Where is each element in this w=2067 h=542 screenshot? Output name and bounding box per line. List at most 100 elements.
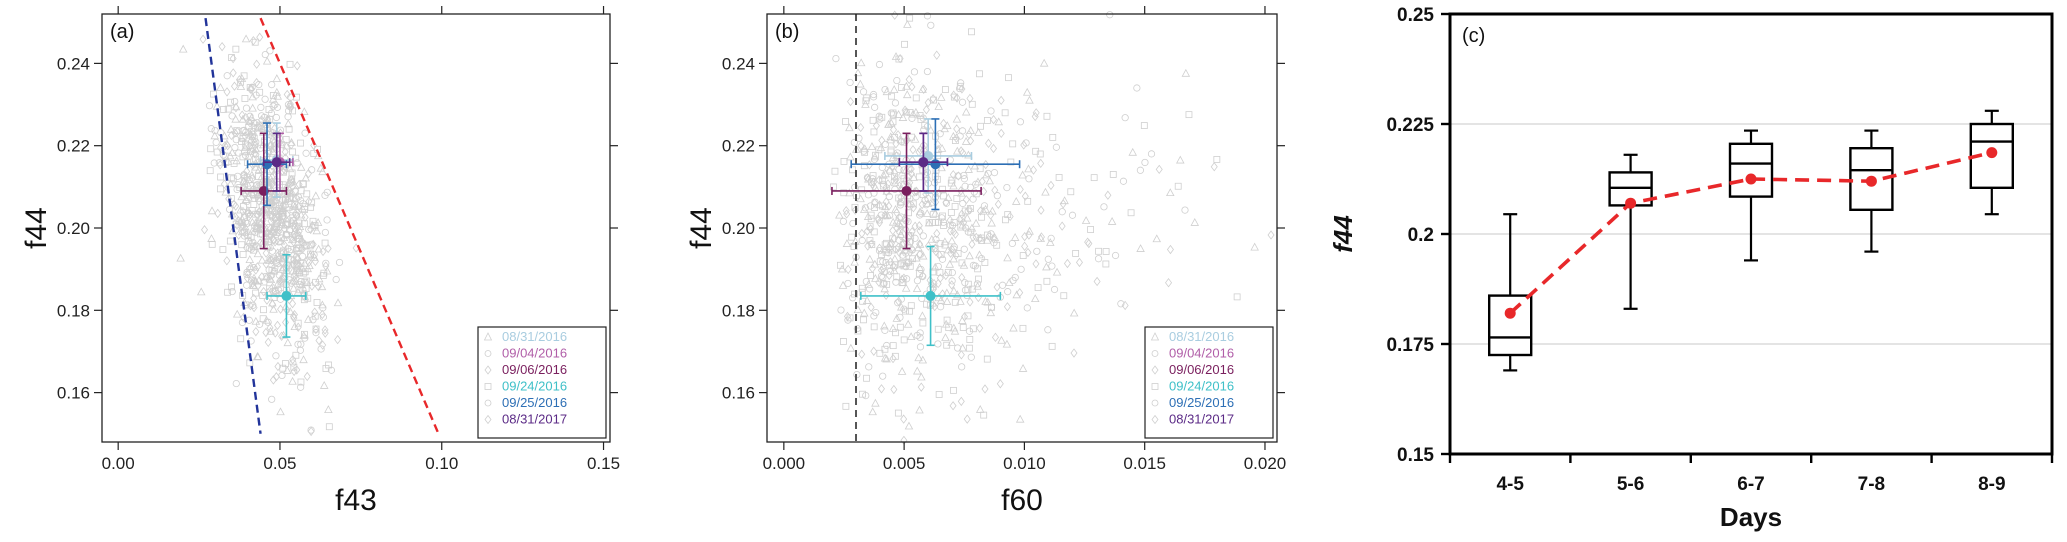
background-point (903, 275, 911, 283)
background-point (870, 189, 878, 197)
background-point (997, 335, 1006, 344)
background-point (305, 196, 313, 207)
legend-marker (1151, 383, 1159, 390)
background-point (860, 147, 868, 155)
background-point (859, 308, 869, 317)
background-point (316, 163, 326, 172)
background-point (881, 169, 890, 178)
background-point (324, 405, 333, 413)
background-point (924, 241, 932, 251)
background-point (875, 247, 884, 255)
background-point (255, 196, 263, 206)
background-point (234, 172, 242, 180)
background-point (892, 329, 899, 337)
background-point (858, 236, 866, 245)
background-point (262, 195, 270, 203)
background-point (323, 216, 331, 224)
background-point (237, 78, 244, 86)
background-point (244, 151, 254, 160)
background-point (946, 215, 954, 225)
background-point (288, 176, 298, 185)
background-point (883, 341, 891, 350)
background-point (266, 285, 273, 293)
background-point (278, 218, 287, 227)
background-point (295, 286, 303, 294)
background-point (888, 153, 898, 162)
background-point (887, 148, 895, 156)
background-point (903, 258, 911, 268)
x-tick-label: 4-5 (1496, 474, 1524, 495)
background-point (219, 246, 227, 253)
background-point (842, 118, 849, 125)
background-point (1031, 111, 1039, 122)
background-point (880, 284, 889, 293)
x-axis-label: f43 (335, 484, 377, 517)
background-point (1044, 326, 1052, 334)
background-point (231, 211, 239, 222)
background-point (216, 83, 225, 91)
background-point (286, 60, 294, 68)
background-point (968, 239, 976, 249)
background-point (235, 75, 243, 85)
series-point (262, 132, 291, 192)
background-point (870, 312, 878, 320)
background-point (299, 244, 307, 254)
y-tick-label: 0.2 (1408, 225, 1434, 246)
legend-marker (484, 365, 492, 375)
background-point (934, 293, 943, 302)
background-point (238, 241, 246, 249)
background-point (988, 206, 997, 215)
background-point (229, 53, 237, 64)
background-point (262, 210, 271, 219)
background-point (894, 409, 902, 417)
background-point (942, 296, 952, 305)
background-point (1011, 197, 1021, 205)
background-point (311, 307, 319, 317)
x-tick-label: 0.015 (1123, 454, 1166, 473)
background-point (941, 333, 950, 341)
background-point (893, 76, 901, 85)
background-point (1121, 300, 1129, 311)
background-point (207, 145, 215, 153)
background-point (292, 185, 300, 196)
background-point (915, 173, 923, 181)
background-point (237, 227, 247, 236)
background-point (927, 21, 935, 29)
background-point (199, 34, 207, 44)
background-point (912, 284, 922, 293)
background-point (251, 316, 261, 325)
background-point (967, 223, 977, 232)
background-point (239, 206, 247, 217)
background-point (1058, 208, 1066, 216)
background-point (1133, 84, 1141, 92)
background-point (223, 72, 231, 80)
background-point (265, 256, 274, 264)
background-point (910, 134, 920, 143)
background-point (951, 229, 959, 239)
background-point (889, 225, 897, 236)
background-point (931, 301, 939, 312)
background-point (223, 256, 231, 266)
background-point (210, 159, 218, 167)
background-point (881, 241, 889, 249)
x-tick-label: 8-9 (1978, 474, 2005, 495)
background-point (948, 244, 956, 254)
background-point (1141, 158, 1149, 167)
background-point (867, 272, 874, 279)
background-point (293, 159, 301, 167)
background-point (277, 264, 287, 273)
background-point (283, 194, 292, 202)
background-point (321, 228, 329, 237)
background-point (887, 238, 895, 249)
background-point (867, 215, 875, 223)
background-point (964, 312, 972, 320)
background-point (317, 345, 325, 353)
background-point (289, 354, 297, 365)
background-point (290, 237, 298, 247)
background-point (229, 175, 237, 183)
background-point (947, 236, 957, 245)
background-point (241, 34, 251, 43)
background-point (302, 241, 310, 249)
background-point (853, 305, 863, 314)
background-point (1046, 238, 1055, 246)
